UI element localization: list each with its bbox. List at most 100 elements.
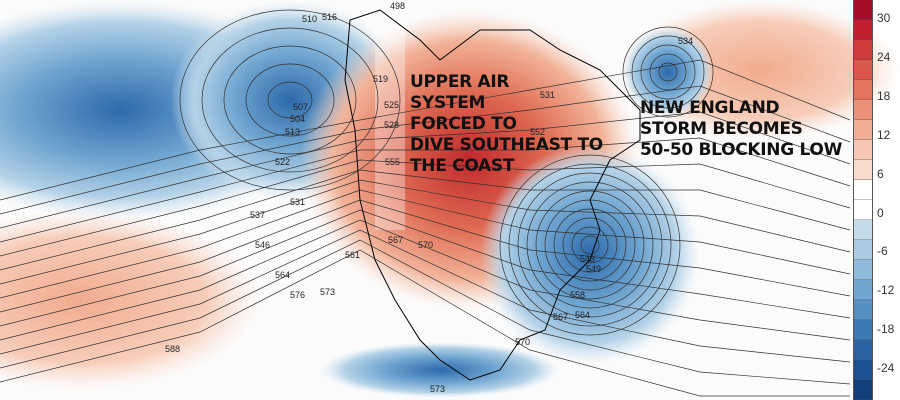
pacific-ridge (0, 210, 260, 390)
contour-label: 588 (165, 344, 180, 354)
colorbar-swatch (854, 20, 872, 40)
contour-line (0, 199, 851, 313)
contour-label: 519 (373, 74, 388, 84)
contour-label: 516 (322, 12, 337, 22)
contour-label: 528 (384, 120, 399, 130)
contour-label: 513 (285, 127, 300, 137)
contour-label: 531 (290, 197, 305, 207)
colorbar-swatch (854, 300, 872, 320)
contour-label: 546 (255, 240, 270, 250)
colorbar-tick-label: 12 (877, 127, 891, 142)
contour-line (0, 209, 851, 327)
contour-line (508, 163, 672, 327)
colorbar-swatch (854, 260, 872, 280)
colorbar-swatch (854, 200, 872, 220)
contour-line (571, 226, 609, 264)
colorbar-tick-label: 6 (877, 166, 884, 181)
contour-label: 543 (580, 254, 595, 264)
annotation-line: FORCED TO (410, 114, 517, 134)
colorbar-swatch (854, 360, 872, 380)
contour-line (0, 249, 850, 397)
contour-line (245, 63, 335, 137)
colorbar-swatch (854, 180, 872, 200)
colorbar-tick-label: 30 (877, 11, 891, 25)
annotation-line: NEW ENGLAND (640, 98, 780, 118)
contour-line (0, 229, 851, 363)
colorbar-swatch (854, 140, 872, 160)
contour-line (179, 9, 401, 191)
colorbar-swatch (854, 0, 872, 20)
colorbar-tick-label: -18 (877, 322, 895, 337)
colorbar-swatch (854, 60, 872, 80)
contour-label: 522 (275, 157, 290, 167)
colorbar-swatch (854, 100, 872, 120)
annotation-line: 50-50 BLOCKING LOW (640, 140, 843, 160)
colorbar-swatch (854, 240, 872, 260)
contour-label: 525 (384, 100, 399, 110)
colorbar-swatch (854, 280, 872, 300)
contour-label: 567 (388, 235, 403, 245)
colorbar-swatch (854, 120, 872, 140)
colorbar-swatch (854, 380, 872, 400)
contour-label: 558 (570, 290, 585, 300)
contour-line (201, 27, 379, 173)
contour-line (553, 208, 627, 282)
colorbar-swatch (854, 160, 872, 180)
contour-line (649, 53, 687, 91)
contour-label: 510 (302, 14, 317, 24)
contour-line (0, 189, 851, 299)
colorbar-swatch (854, 80, 872, 100)
contour-label: 504 (290, 114, 305, 124)
contour-line (0, 179, 851, 285)
colorbar-tick-label: -24 (877, 361, 895, 376)
annotation-new-england: NEW ENGLAND STORM BECOMES 50-50 BLOCKING… (640, 98, 842, 161)
contour-label: 564 (275, 270, 290, 280)
contour-label: 507 (293, 102, 308, 112)
contour-label: 567 (553, 312, 568, 322)
contour-line (0, 59, 851, 201)
contour-label: 576 (290, 290, 305, 300)
colorbar-tick-label: 18 (877, 88, 891, 103)
annotation-line: SYSTEM (410, 93, 486, 113)
contour-label: 564 (575, 310, 590, 320)
colorbar (853, 0, 873, 400)
contour-line (658, 62, 678, 82)
colorbar-tick-label: -12 (877, 283, 895, 298)
colorbar-swatch (854, 340, 872, 360)
colorbar-tick-label: 24 (877, 49, 891, 64)
contour-line (562, 217, 618, 273)
contour-label: 537 (250, 210, 265, 220)
contour-line (535, 190, 645, 300)
contour-line (0, 85, 851, 215)
contour-line (0, 137, 851, 243)
contour-line (267, 81, 313, 119)
contour-label: 531 (540, 90, 555, 100)
contour-line (580, 235, 600, 255)
contour-label: 573 (430, 384, 445, 394)
contour-line (223, 45, 357, 155)
contour-line (517, 172, 663, 318)
contour-line (622, 26, 714, 118)
contour-line (499, 154, 681, 336)
contour-label: 498 (390, 1, 405, 11)
contour-line (0, 239, 851, 385)
contour-label: 552 (530, 127, 545, 137)
contour-label: 555 (385, 157, 400, 167)
contour-label: 570 (515, 337, 530, 347)
fifty-fifty-low (623, 27, 713, 117)
contour-line (0, 219, 851, 341)
contour-label: 561 (345, 250, 360, 260)
contour-label: 549 (586, 264, 601, 274)
annotation-line: STORM BECOMES (640, 119, 803, 139)
annotation-line: DIVE SOUTHEAST TO (410, 135, 603, 155)
colorbar-swatch (854, 220, 872, 240)
contour-label: 570 (418, 240, 433, 250)
contour-labels: 5104985165075045135225315375465645765885… (165, 1, 693, 394)
colorbar-swatch (854, 320, 872, 340)
contour-label: 573 (320, 287, 335, 297)
colorbar-tick-label: -6 (877, 244, 888, 259)
contour-line (526, 181, 654, 309)
north-america-coastline (344, 9, 641, 381)
annotation-line: THE COAST (410, 156, 515, 176)
